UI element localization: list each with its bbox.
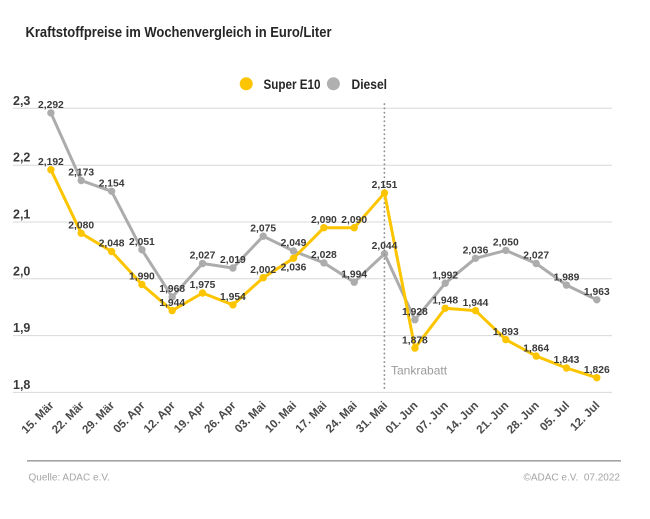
svg-text:2,028: 2,028 [311,250,337,261]
svg-text:Quelle: ADAC e.V.: Quelle: ADAC e.V. [29,473,110,484]
svg-text:1,893: 1,893 [493,327,519,338]
svg-text:2,3: 2,3 [13,94,30,108]
svg-text:1,948: 1,948 [432,296,458,307]
svg-text:2,292: 2,292 [38,100,64,111]
svg-text:2,090: 2,090 [341,215,367,226]
svg-text:1,944: 1,944 [463,298,489,309]
svg-text:2,080: 2,080 [68,221,94,232]
svg-text:1,878: 1,878 [402,335,428,346]
svg-text:2,044: 2,044 [372,241,398,252]
svg-text:Tankrabatt: Tankrabatt [391,364,448,378]
svg-text:Diesel: Diesel [352,76,388,92]
svg-text:1,975: 1,975 [190,280,216,291]
svg-text:1,989: 1,989 [554,272,580,283]
svg-text:1,826: 1,826 [584,365,610,376]
svg-text:2,027: 2,027 [190,251,216,262]
svg-text:1,944: 1,944 [159,298,185,309]
svg-text:2,019: 2,019 [220,255,246,266]
svg-text:2,049: 2,049 [281,238,307,249]
svg-text:1,9: 1,9 [13,321,30,335]
svg-text:2,0: 2,0 [13,264,30,278]
svg-text:1,864: 1,864 [523,343,549,354]
svg-text:1,994: 1,994 [341,269,367,280]
svg-text:1,990: 1,990 [129,272,155,283]
svg-text:1,963: 1,963 [584,287,610,298]
svg-text:1,928: 1,928 [402,307,428,318]
svg-text:2,050: 2,050 [493,238,519,249]
svg-text:2,036: 2,036 [463,246,489,257]
svg-text:2,048: 2,048 [99,239,125,250]
svg-text:Kraftstoffpreise im Wochenverg: Kraftstoffpreise im Wochenvergleich in E… [26,25,332,41]
svg-text:2,090: 2,090 [311,215,337,226]
svg-text:1,843: 1,843 [554,355,580,366]
svg-text:2,027: 2,027 [523,251,549,262]
svg-text:1,992: 1,992 [432,271,458,282]
svg-text:1,8: 1,8 [13,378,30,392]
svg-text:2,002: 2,002 [250,265,276,276]
svg-text:2,051: 2,051 [129,237,155,248]
svg-text:1,968: 1,968 [159,284,185,295]
svg-text:Super E10: Super E10 [264,76,321,92]
svg-text:2,036: 2,036 [281,263,307,274]
svg-text:2,075: 2,075 [250,223,276,234]
svg-text:2,151: 2,151 [372,180,398,191]
svg-text:©ADAC e.V. 07.2022: ©ADAC e.V. 07.2022 [523,473,620,484]
svg-text:2,1: 2,1 [13,208,30,222]
svg-text:2,2: 2,2 [13,151,30,165]
svg-text:2,154: 2,154 [99,179,125,190]
svg-text:1,954: 1,954 [220,292,246,303]
svg-text:2,192: 2,192 [38,157,64,168]
svg-text:2,173: 2,173 [68,168,94,179]
